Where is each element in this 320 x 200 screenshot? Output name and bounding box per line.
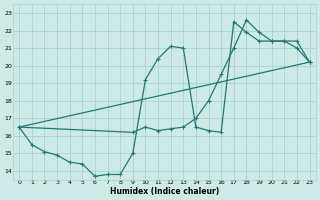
X-axis label: Humidex (Indice chaleur): Humidex (Indice chaleur) — [110, 187, 219, 196]
